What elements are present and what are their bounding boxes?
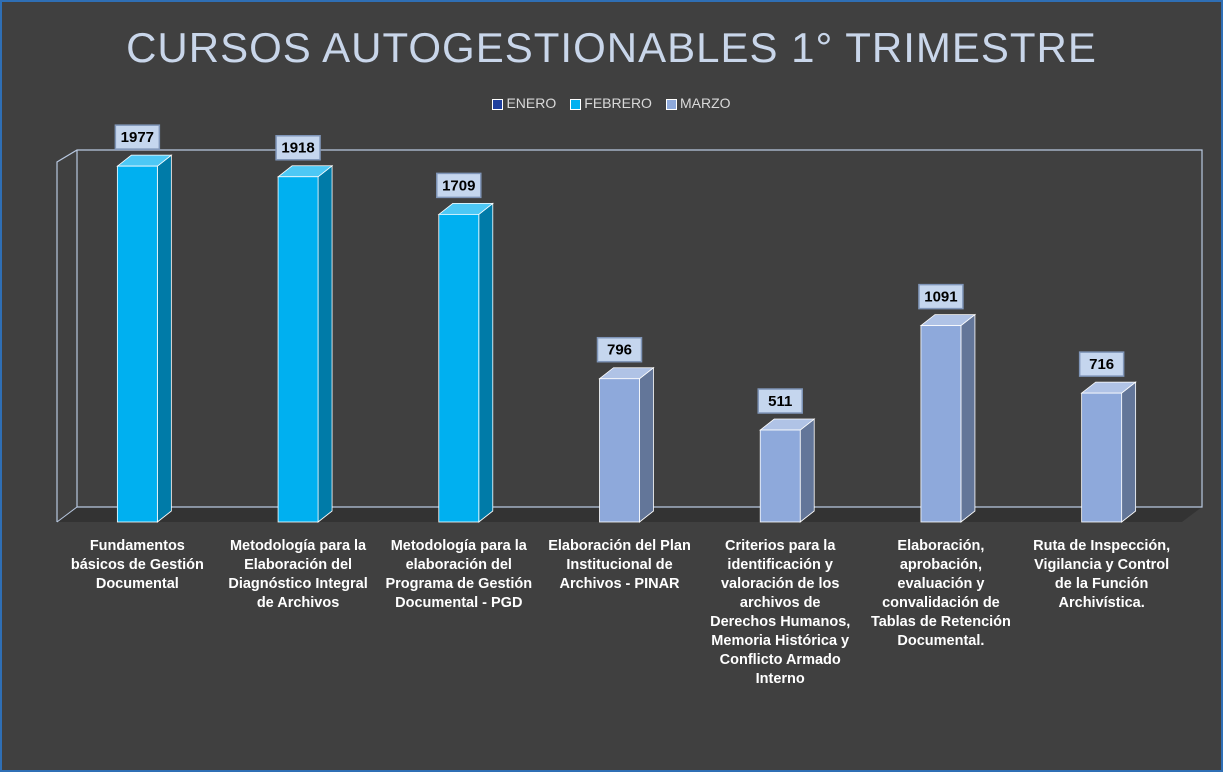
- data-label: 796: [607, 342, 632, 359]
- legend-label: FEBRERO: [584, 95, 652, 111]
- legend-swatch: [665, 98, 677, 110]
- x-tick-label: Metodología para la elaboración del Prog…: [385, 538, 533, 611]
- bar-side: [799, 418, 815, 523]
- x-tick-label: Fundamentos básicos de Gestión Documenta…: [70, 538, 204, 592]
- x-tick-label: Elaboración del Plan Institucional de Ar…: [548, 538, 691, 592]
- legend-swatch: [570, 98, 582, 110]
- data-label: 1977: [121, 129, 154, 146]
- bar: [599, 378, 640, 523]
- bar-side: [639, 366, 654, 523]
- bar-side: [317, 164, 333, 523]
- data-label: 511: [768, 393, 792, 410]
- bar-side: [156, 154, 172, 523]
- legend-item: MARZO: [665, 95, 731, 111]
- bar: [116, 165, 158, 523]
- legend-item: ENERO: [492, 95, 556, 111]
- data-label-box: [596, 336, 643, 363]
- data-label-box: [757, 388, 803, 414]
- bar-side: [478, 202, 494, 523]
- x-tick-label: Metodología para la Elaboración del Diag…: [228, 538, 368, 611]
- x-tick-label: Elaboración, aprobación, evaluación y co…: [870, 538, 1011, 649]
- x-tick-label: Criterios para la identificación y valor…: [710, 538, 851, 687]
- data-label: 1918: [281, 140, 314, 157]
- bar-side: [1121, 381, 1137, 523]
- x-tick-label: Ruta de Inspección, Vigilancia y Control…: [1033, 538, 1171, 611]
- bar: [920, 325, 962, 523]
- data-label-box: [275, 135, 321, 161]
- data-label-box: [114, 124, 161, 150]
- chart-title: CURSOS AUTOGESTIONABLES 1° TRIMESTRE: [126, 24, 1097, 71]
- data-label-box: [436, 172, 482, 199]
- legend-label: ENERO: [506, 95, 557, 111]
- data-label-box: [918, 283, 964, 310]
- data-label: 716: [1089, 356, 1114, 373]
- data-label: 1709: [442, 177, 475, 194]
- legend-item: FEBRERO: [570, 95, 652, 111]
- data-label: 1091: [924, 289, 957, 306]
- bar: [1081, 392, 1123, 523]
- bar: [438, 213, 480, 523]
- data-label-box: [1078, 351, 1125, 377]
- legend: ENERO FEBRERO MARZO: [2, 95, 1221, 111]
- bar-side: [960, 313, 976, 523]
- bar: [759, 429, 801, 523]
- legend-label: MARZO: [679, 95, 731, 111]
- bar: [277, 176, 319, 523]
- legend-swatch: [492, 98, 504, 110]
- wall-edge: [56, 506, 78, 523]
